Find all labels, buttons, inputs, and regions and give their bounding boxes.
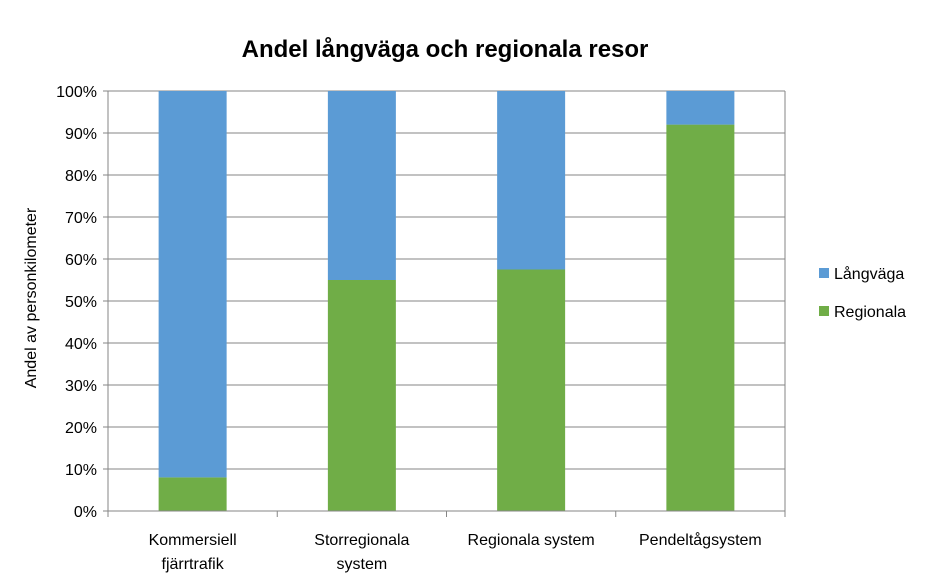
y-tick-label: 90%: [65, 126, 97, 143]
y-tick-label: 100%: [56, 84, 97, 101]
bar-långväga: [327, 91, 396, 280]
y-tick-label: 40%: [65, 336, 97, 353]
bar-regionala: [327, 280, 396, 511]
y-tick-label: 0%: [74, 504, 97, 521]
bar-regionala: [666, 124, 735, 511]
y-axis-label: Andel av personkilometer: [23, 207, 40, 388]
legend-label-regionala: Regionala: [834, 304, 906, 321]
bar-långväga: [158, 91, 227, 478]
bar-långväga: [666, 91, 735, 125]
y-tick-label: 80%: [65, 168, 97, 185]
y-tick-label: 30%: [65, 378, 97, 395]
x-tick-label: Kommersiell fjärrtrafik: [149, 532, 237, 573]
legend-label-långväga: Långväga: [834, 265, 904, 283]
legend: Långväga Regionala: [819, 265, 906, 321]
axes: [107, 91, 786, 517]
legend-swatch-regionala: [819, 306, 829, 316]
x-tick-label: Pendeltågsystem: [639, 531, 762, 549]
bar-långväga: [497, 91, 566, 270]
y-tick-label: 70%: [65, 210, 97, 227]
y-tick-label: 60%: [65, 252, 97, 269]
bars: [158, 91, 735, 511]
x-tick-labels: Kommersiell fjärrtrafik Storregionala syste…: [149, 531, 762, 573]
bar-regionala: [497, 269, 566, 511]
chart-title: Andel långväga och regionala resor: [242, 36, 649, 63]
bar-regionala: [158, 477, 227, 511]
y-tick-label: 20%: [65, 420, 97, 437]
y-tick-labels: 0% 10% 20% 30% 40% 50% 60% 70% 80% 90% 100%: [56, 84, 97, 521]
legend-swatch-långväga: [819, 268, 829, 278]
x-tick-label: Regionala system: [468, 532, 595, 549]
x-tick-label: Storregionala system: [314, 532, 409, 573]
y-tick-label: 50%: [65, 294, 97, 311]
y-tick-label: 10%: [65, 462, 97, 479]
